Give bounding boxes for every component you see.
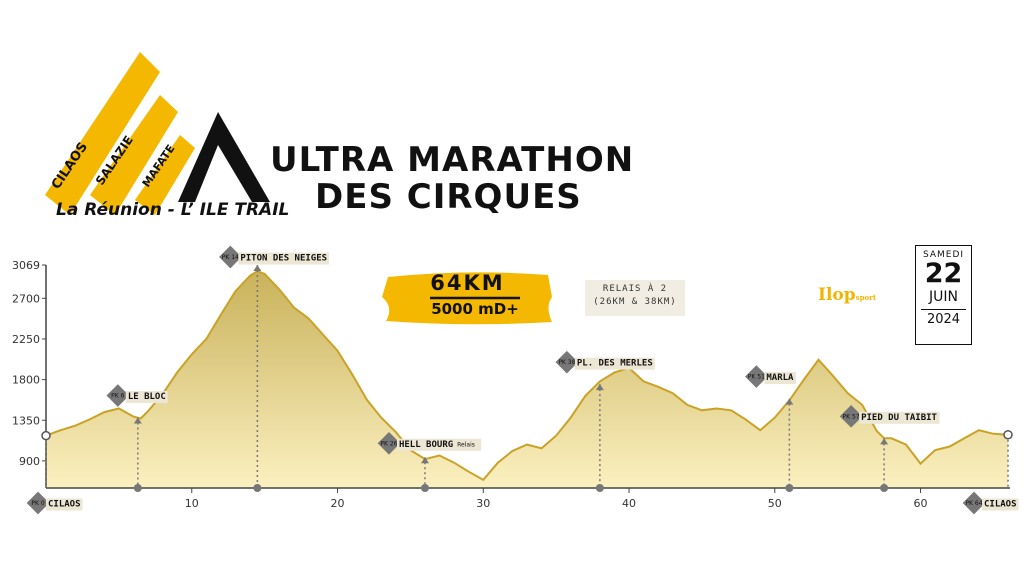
- waypoint-label-background: [238, 252, 330, 265]
- waypoint-marker: [880, 438, 889, 445]
- date-month: JUIN: [929, 289, 958, 305]
- waypoint-5: PK 51 MARLA: [745, 365, 797, 492]
- relay-note-line1: RELAIS À 2: [602, 284, 668, 294]
- waypoint-label-background: [574, 357, 655, 370]
- y-tick-label: 1800: [12, 374, 40, 387]
- pk-diamond: [555, 350, 579, 374]
- date-year: 2024: [921, 309, 966, 327]
- brush-stroke-shape: [382, 272, 552, 325]
- waypoint-3: PK 26 HELL BOURG Relais: [377, 431, 482, 492]
- pk-diamond: [106, 384, 130, 407]
- pk-label: PK 6: [111, 393, 124, 400]
- waypoint-1: PK 6 LE BLOC: [106, 384, 168, 492]
- waypoint-endpoint-marker: [41, 430, 51, 441]
- y-tick-label: 900: [19, 455, 40, 468]
- y-tick-label: 2250: [12, 333, 40, 346]
- waypoint-marker: [785, 398, 794, 405]
- waypoint-marker: [420, 457, 429, 464]
- pk-label: PK 0: [31, 500, 44, 507]
- waypoint-base-dot: [880, 484, 889, 492]
- waypoint-marker: [253, 265, 262, 271]
- waypoint-4: PK 38 PL. DES MERLES: [555, 350, 655, 492]
- event-title-line2: DES CIRQUES: [315, 177, 582, 217]
- pk-diamond: [745, 365, 768, 388]
- relay-note: RELAIS À 2 (26KM & 38KM): [585, 280, 685, 316]
- elevation-line: [45, 270, 1009, 482]
- pk-label: PK 14: [222, 254, 239, 261]
- waypoint-name-label: PIED DU TAIBIT: [861, 413, 937, 423]
- x-tick-label: 40: [622, 497, 636, 510]
- waypoint-marker: [133, 417, 142, 424]
- elevation-profile-chart: 10 20 30 40 50 60 3069 2700 2250 1800 1350 900 PK 0…: [12, 245, 1019, 515]
- waypoint-note-label: Relais: [457, 441, 475, 448]
- y-tick-label: 1350: [12, 414, 40, 427]
- waypoint-name-label: CILAOS: [48, 500, 81, 510]
- pk-label: PK 51: [748, 374, 765, 381]
- event-logo: CILAOS SALAZIE MAFATE: [45, 52, 270, 215]
- waypoint-base-dot: [253, 484, 262, 492]
- pk-diamond: [839, 405, 863, 428]
- waypoint-marker: [595, 384, 604, 391]
- waypoint-endpoint-marker: [1003, 429, 1013, 440]
- waypoint-label-background: [982, 498, 1019, 511]
- pk-label: PK 38: [558, 359, 575, 366]
- x-tick-label: 20: [331, 497, 345, 510]
- waypoint-7: PK 64 CILAOS: [962, 429, 1019, 515]
- waypoint-name-label: LE BLOC: [128, 392, 166, 402]
- waypoint-base-dot: [133, 484, 142, 492]
- x-tick-label: 30: [476, 497, 490, 510]
- x-tick-label: 50: [768, 497, 782, 510]
- pk-label: PK 26: [380, 440, 397, 447]
- waypoint-label-background: [859, 411, 940, 424]
- waypoint-base-dot: [420, 484, 429, 492]
- date-box: SAMEDI 22 JUIN 2024: [915, 245, 972, 345]
- waypoint-base-dot: [785, 484, 794, 492]
- logo-tagline: La Réunion - L’ ILE TRAIL: [56, 200, 290, 220]
- waypoint-name-label: HELL BOURG: [399, 440, 453, 450]
- logo-stripe-cilaos: [45, 52, 160, 215]
- waypoint-label-background: [764, 372, 797, 385]
- waypoint-name-label: MARLA: [766, 373, 794, 383]
- sponsor-logo: Ilopsport: [818, 285, 876, 305]
- relay-note-line2: (26KM & 38KM): [593, 297, 677, 307]
- waypoint-6: PK 57 PIED DU TAIBIT: [839, 405, 940, 492]
- logo-stripe-salazie: [90, 95, 178, 215]
- y-tick-label: 2700: [12, 292, 40, 305]
- waypoint-name-label: CILAOS: [984, 500, 1017, 510]
- pk-label: PK 57: [843, 413, 860, 420]
- x-tick-label: 10: [185, 497, 199, 510]
- sponsor-small-text: sport: [855, 293, 877, 302]
- waypoint-label-background: [125, 391, 168, 404]
- pk-diamond: [377, 431, 401, 455]
- sponsor-text: Ilop: [818, 285, 856, 305]
- distance-label: 64KM: [430, 271, 505, 295]
- waypoint-label-background: [396, 438, 482, 451]
- waypoint-label-background: [46, 498, 83, 511]
- elevation-gain-label: 5000 mD+: [431, 300, 519, 318]
- date-day: 22: [924, 258, 963, 289]
- distance-badge: 64KM 5000 mD+: [380, 267, 555, 327]
- event-title-line1: ULTRA MARATHON: [270, 140, 635, 180]
- logo-stripe-mafate: [135, 135, 195, 215]
- waypoint-base-dot: [595, 484, 604, 492]
- pk-label: PK 64: [965, 500, 982, 507]
- date-day-of-week: SAMEDI: [922, 250, 965, 260]
- waypoint-name-label: PL. DES MERLES: [577, 359, 653, 369]
- y-tick-label: 3069: [12, 259, 40, 272]
- x-tick-label: 60: [914, 497, 928, 510]
- logo-mountain-icon: [178, 112, 270, 202]
- elevation-area: [46, 271, 1008, 488]
- waypoint-name-label: PITON DES NEIGES: [240, 254, 327, 264]
